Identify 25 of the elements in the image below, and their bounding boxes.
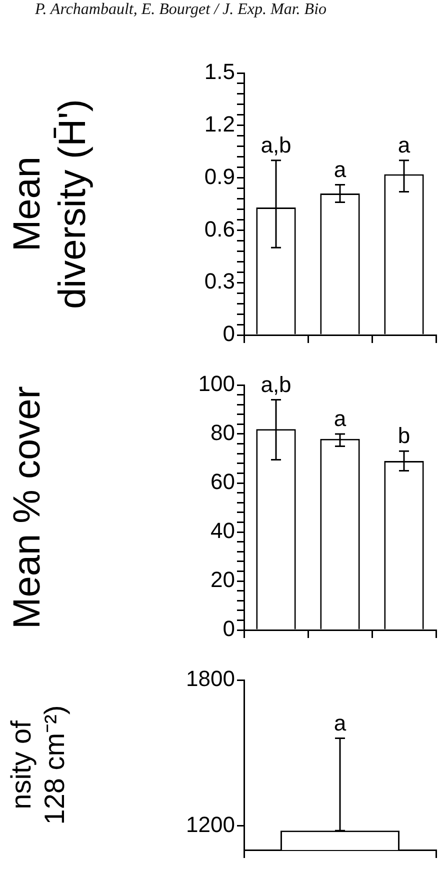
data-label: a bbox=[334, 156, 347, 182]
data-label: a,b bbox=[260, 132, 292, 158]
y-tick-label: 0 bbox=[222, 616, 235, 642]
data-label: a bbox=[334, 406, 347, 432]
y-axis-title: Mean diversity (H̄') bbox=[6, 99, 94, 309]
y-tick-label: 0.6 bbox=[204, 216, 235, 242]
y-tick-label: 0 bbox=[222, 321, 235, 346]
y-tick-label: 60 bbox=[210, 469, 235, 494]
y-tick-label: 0.9 bbox=[204, 164, 235, 189]
annotation: a bbox=[334, 710, 347, 736]
data-label: a bbox=[398, 132, 411, 158]
y-axis-title: nsity of 128 cm⁻²) bbox=[6, 705, 70, 825]
y-tick-label: 0.3 bbox=[204, 268, 235, 294]
text: P. Archambault, E. Bourget / J. Exp. Mar. Bio bbox=[35, 1, 327, 19]
y-axis-title: Mean % cover bbox=[6, 386, 48, 629]
y-tick-label: 1800 bbox=[186, 666, 235, 692]
y-tick-label: 40 bbox=[210, 518, 235, 544]
y-tick-label: 100 bbox=[198, 371, 235, 396]
data-label: a,b bbox=[260, 372, 292, 397]
y-tick-label: 1.2 bbox=[204, 111, 235, 136]
y-tick-label: 20 bbox=[210, 567, 235, 592]
data-label: b bbox=[398, 423, 410, 448]
y-tick-label: 80 bbox=[210, 420, 235, 446]
y-tick-label: 1200 bbox=[186, 812, 235, 837]
y-tick-label: 1.5 bbox=[204, 59, 235, 84]
